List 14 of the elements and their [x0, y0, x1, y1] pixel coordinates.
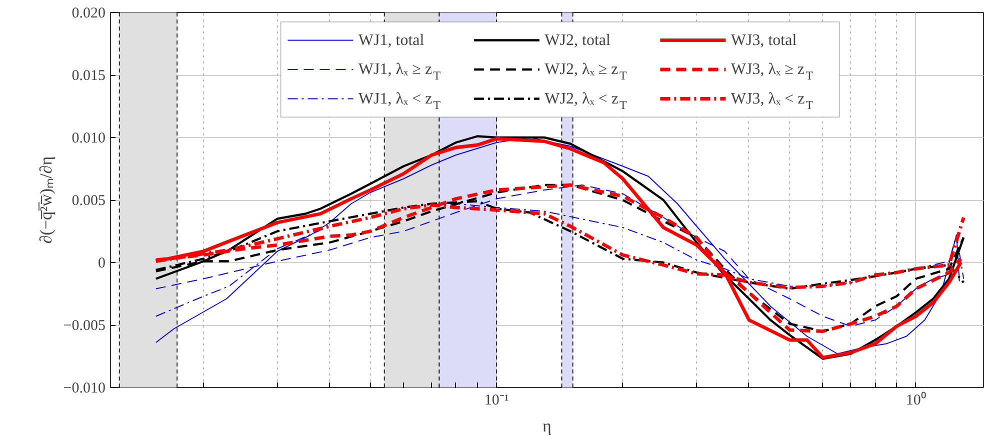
y-tick-label: 0: [98, 256, 106, 272]
y-tick-label: −0.010: [63, 380, 106, 396]
legend-label: WJ1, total: [358, 32, 425, 49]
legend-label: WJ2, total: [544, 32, 611, 49]
y-tick-label: 0.020: [72, 6, 106, 22]
x-tick-label: 10⁰: [906, 392, 926, 408]
legend-label: WJ3, total: [730, 32, 798, 49]
y-axis-title: ∂(−q̅²̅w̅)ₘ/∂η: [36, 156, 56, 244]
x-tick-label: 10⁻¹: [484, 392, 509, 408]
y-tick-label: −0.005: [63, 318, 106, 334]
x-axis-title: η: [542, 416, 552, 436]
y-tick-label: 0.010: [72, 130, 106, 146]
y-tick-label: 0.005: [72, 193, 106, 209]
y-tick-label: 0.015: [72, 68, 106, 84]
